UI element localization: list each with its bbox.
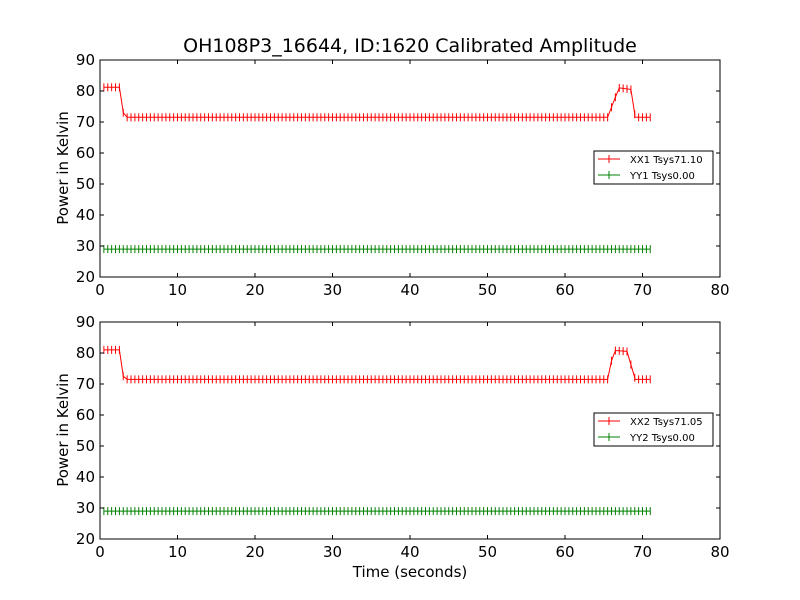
- series-xx1: [103, 83, 651, 122]
- y-tick-label: 70: [76, 113, 95, 131]
- ticks: 0 10 20 30 40 50 60 70 80 20 30 40 50 60 70 80 90: [76, 51, 730, 299]
- y-tick-label: 90: [76, 51, 95, 69]
- ticks: 0 10 20 30 40 50 60 70 80 20 30 40 50 60 70 80 90: [76, 313, 730, 561]
- y-tick-label: 80: [76, 344, 95, 362]
- x-tick-label: 50: [478, 281, 497, 299]
- y-tick-label: 90: [76, 313, 95, 331]
- chart-title: OH108P3_16644, ID:1620 Calibrated Amplit…: [183, 35, 637, 57]
- x-tick-label: 50: [478, 543, 497, 561]
- legend-label-yy1: YY1 Tsys0.00: [629, 171, 695, 182]
- x-tick-label: 20: [245, 543, 264, 561]
- y-tick-label: 30: [76, 237, 95, 255]
- x-tick-label: 60: [555, 543, 574, 561]
- legend: XX1 Tsys71.10 YY1 Tsys0.00: [593, 150, 714, 185]
- x-tick-label: 0: [95, 281, 105, 299]
- legend-box: [593, 150, 714, 185]
- subplot-2: 0 10 20 30 40 50 60 70 80 20 30 40 50 60 70 80 90 Power …: [54, 313, 730, 581]
- y-tick-label: 20: [76, 268, 95, 286]
- y-axis-label: Power in Kelvin: [54, 373, 72, 487]
- x-tick-label: 20: [245, 281, 264, 299]
- y-tick-label: 70: [76, 375, 95, 393]
- y-tick-label: 60: [76, 144, 95, 162]
- y-tick-label: 20: [76, 530, 95, 548]
- y-tick-label: 40: [76, 468, 95, 486]
- y-tick-label: 30: [76, 499, 95, 517]
- legend-label-xx2: XX2 Tsys71.05: [630, 417, 703, 428]
- y-axis-label: Power in Kelvin: [54, 111, 72, 225]
- subplot-1: 0 10 20 30 40 50 60 70 80 20 30 40 50 60 70 80 90 Power …: [54, 51, 730, 299]
- x-tick-label: 40: [400, 543, 419, 561]
- x-tick-label: 60: [555, 281, 574, 299]
- x-tick-label: 70: [633, 543, 652, 561]
- legend: XX2 Tsys71.05 YY2 Tsys0.00: [593, 412, 714, 447]
- x-tick-label: 70: [633, 281, 652, 299]
- series-yy2: [103, 507, 651, 516]
- legend-box: [593, 412, 714, 447]
- x-tick-label: 10: [168, 281, 187, 299]
- x-tick-label: 30: [323, 543, 342, 561]
- x-tick-label: 30: [323, 281, 342, 299]
- y-tick-label: 60: [76, 406, 95, 424]
- legend-label-yy2: YY2 Tsys0.00: [629, 433, 695, 444]
- y-tick-label: 80: [76, 82, 95, 100]
- x-tick-label: 40: [400, 281, 419, 299]
- y-tick-label: 50: [76, 437, 95, 455]
- legend-label-xx1: XX1 Tsys71.10: [630, 155, 703, 166]
- x-axis-label: Time (seconds): [352, 563, 468, 581]
- x-tick-label: 80: [710, 543, 729, 561]
- y-tick-label: 40: [76, 206, 95, 224]
- series-xx2: [103, 345, 651, 384]
- y-tick-label: 50: [76, 175, 95, 193]
- x-tick-label: 10: [168, 543, 187, 561]
- x-tick-label: 80: [710, 281, 729, 299]
- plot-area: [103, 345, 651, 516]
- x-tick-label: 0: [95, 543, 105, 561]
